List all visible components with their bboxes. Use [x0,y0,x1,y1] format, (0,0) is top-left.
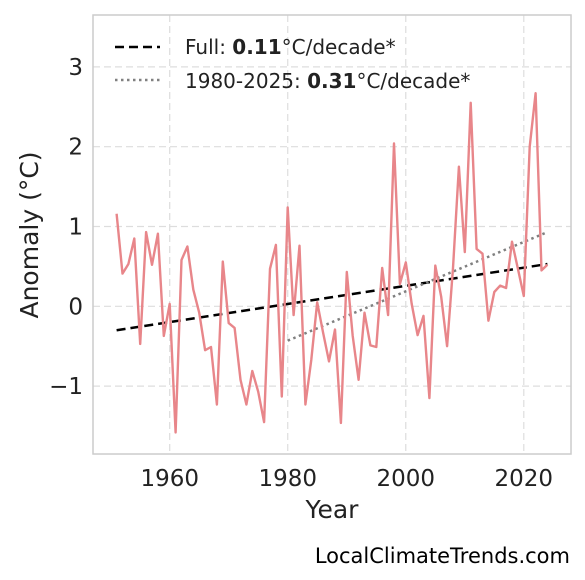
x-tick-label: 1980 [258,466,317,492]
legend-full-suffix: °C/decade* [282,35,396,59]
y-tick-label: 3 [68,55,83,81]
x-tick-label: 2020 [495,466,554,492]
legend-recent-value: 0.31 [307,69,356,93]
legend: Full: 0.11°C/decade* 1980-2025: 0.31°C/d… [115,35,470,93]
x-tick-label: 2000 [376,466,435,492]
chart: 1960 1980 2000 2020 −1 0 1 2 3 Year Anomaly (°C… [15,14,572,524]
y-tick-label: 2 [68,135,83,161]
temperature-anomaly-line [115,91,549,434]
series-lines [115,91,549,434]
plot-frame [92,14,572,455]
trend-line-recent [287,230,548,342]
y-tick-labels: −1 0 1 2 3 [49,55,83,400]
legend-label-full: Full: 0.11°C/decade* [185,35,396,59]
watermark: LocalClimateTrends.com [314,544,570,568]
legend-recent-suffix: °C/decade* [356,69,470,93]
legend-label-recent: 1980-2025: 0.31°C/decade* [185,69,470,93]
x-tick-label: 1960 [140,466,199,492]
trend-lines [116,230,548,342]
trend-line-full [116,262,548,332]
y-axis-label: Anomaly (°C) [15,151,44,318]
legend-full-prefix: Full: [185,35,232,59]
x-tick-labels: 1960 1980 2000 2020 [140,466,553,492]
y-tick-label: −1 [49,374,83,400]
y-tick-label: 0 [68,294,83,320]
x-axis-label: Year [305,495,360,524]
legend-recent-prefix: 1980-2025: [185,69,307,93]
legend-full-value: 0.11 [232,35,281,59]
y-tick-label: 1 [68,215,83,241]
